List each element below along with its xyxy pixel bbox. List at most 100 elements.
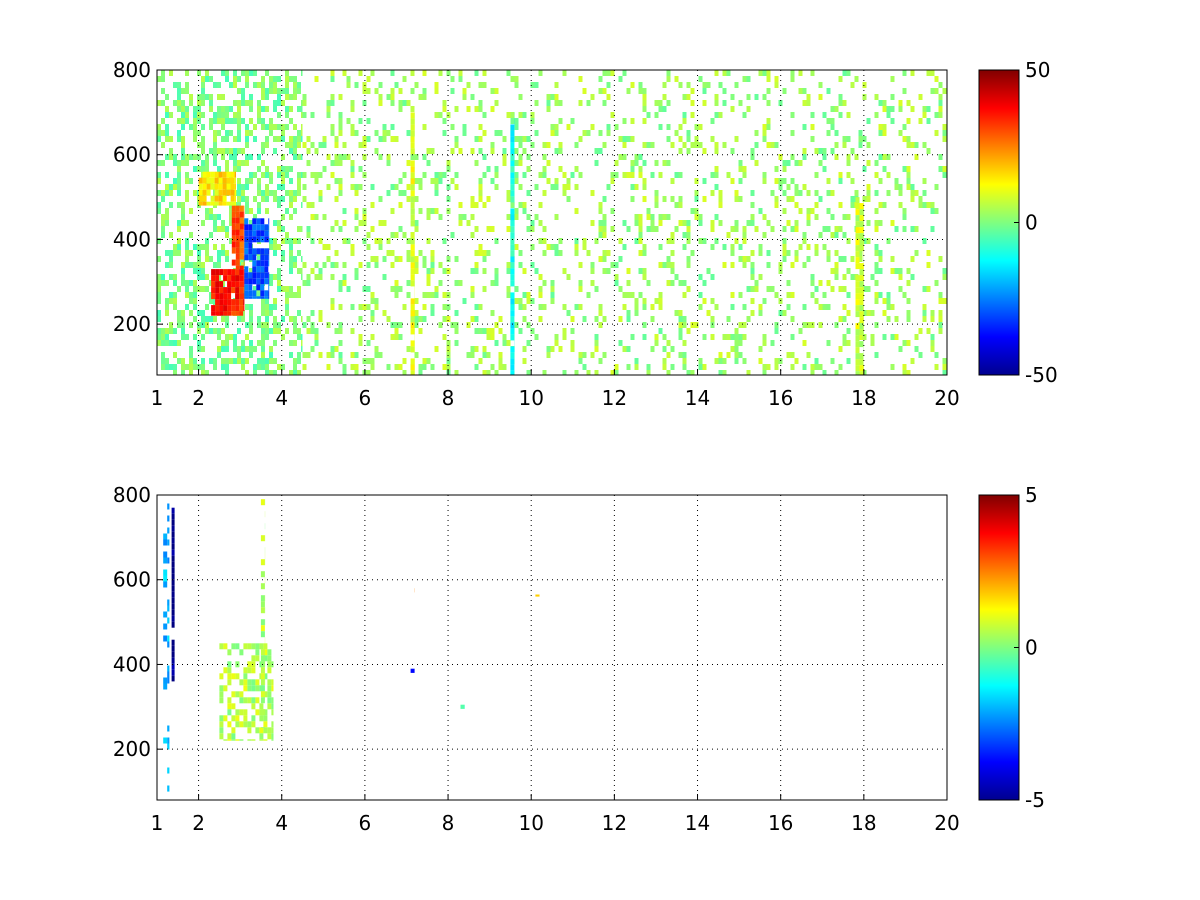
heatmap-cell [277, 226, 281, 232]
heatmap-cell [942, 364, 947, 370]
heatmap-cell [878, 256, 883, 262]
x-tick-label: 1 [151, 811, 164, 835]
heatmap-cell [277, 172, 281, 178]
heatmap-cell [189, 280, 193, 286]
heatmap-cell [301, 154, 303, 160]
heatmap-cell [550, 130, 555, 136]
heatmap-cell [239, 281, 244, 288]
heatmap-cell [855, 353, 860, 360]
heatmap-cell [710, 220, 715, 226]
x-tick-label: 14 [685, 386, 710, 410]
heatmap-cell [486, 250, 491, 256]
heatmap-cell [662, 196, 667, 202]
heatmap-cell [205, 208, 209, 214]
heatmap-cell [518, 94, 523, 100]
heatmap-cell [350, 172, 355, 178]
heatmap-cell [618, 286, 623, 292]
heatmap-cell [762, 136, 767, 142]
heatmap-cell [906, 142, 911, 148]
heatmap-cell [234, 171, 236, 178]
heatmap-cell [774, 292, 779, 298]
heatmap-cell [586, 100, 591, 106]
heatmap-cell [682, 118, 687, 124]
heatmap-cell [225, 70, 229, 76]
heatmap-cell [235, 293, 240, 300]
heatmap-cell [249, 268, 253, 274]
heatmap-cell [273, 76, 277, 82]
heatmap-cell [209, 124, 213, 130]
heatmap-cell [766, 88, 771, 94]
heatmap-cell [510, 310, 515, 317]
heatmap-cell [886, 298, 891, 304]
heatmap-cell [230, 201, 235, 206]
heatmap-cell [938, 106, 943, 112]
heatmap-cell [244, 230, 249, 237]
heatmap-cell [330, 346, 335, 352]
heatmap-cell [205, 328, 209, 334]
heatmap-cell [474, 250, 479, 256]
heatmap-cell [538, 220, 543, 226]
heatmap-cell [231, 703, 236, 710]
heatmap-cell [482, 250, 487, 256]
heatmap-cell [350, 124, 355, 130]
heatmap-cell [263, 643, 268, 650]
heatmap-cell [934, 88, 939, 94]
heatmap-cell [253, 124, 257, 130]
heatmap-cell [514, 148, 519, 154]
heatmap-cell [490, 226, 495, 232]
heatmap-cell [374, 238, 379, 244]
heatmap-cell [257, 178, 261, 184]
top-axes-box [156, 69, 948, 376]
heatmap-cell [306, 148, 311, 154]
heatmap-cell [662, 82, 667, 88]
heatmap-cell [244, 236, 249, 243]
heatmap-cell [746, 286, 751, 292]
heatmap-cell [490, 178, 495, 184]
heatmap-cell [758, 274, 763, 280]
heatmap-cell [414, 226, 419, 232]
heatmap-cell [438, 322, 443, 328]
heatmap-cell [177, 250, 181, 256]
heatmap-cell [293, 124, 297, 130]
heatmap-cell [255, 709, 260, 716]
heatmap-cell [177, 130, 181, 136]
colorbar-tick-label: 0 [1025, 636, 1038, 660]
y-tick-label: 800 [113, 483, 151, 507]
heatmap-cell [634, 364, 639, 370]
heatmap-cell [350, 130, 355, 136]
heatmap-cell [662, 160, 667, 166]
heatmap-cell [494, 280, 499, 286]
heatmap-cell [297, 250, 301, 256]
heatmap-cell [366, 370, 371, 375]
heatmap-cell [410, 328, 415, 335]
heatmap-cell [185, 286, 189, 292]
heatmap-cell [522, 268, 527, 274]
heatmap-cell [227, 697, 232, 704]
heatmap-cell [630, 118, 635, 124]
heatmap-cell [855, 299, 860, 306]
heatmap-cell [181, 106, 185, 112]
heatmap-cell [251, 739, 256, 741]
heatmap-cell [410, 220, 415, 227]
heatmap-cell [930, 202, 935, 208]
heatmap-cell [678, 82, 683, 88]
heatmap-cell [225, 160, 229, 166]
heatmap-cell [185, 88, 189, 94]
heatmap-cell [494, 274, 499, 280]
heatmap-cell [374, 346, 379, 352]
heatmap-cell [378, 154, 383, 160]
heatmap-cell [201, 160, 205, 166]
heatmap-cell [470, 214, 475, 220]
heatmap-cell [390, 124, 395, 130]
heatmap-cell [205, 316, 209, 322]
heatmap-cell [201, 124, 205, 130]
heatmap-cell [269, 280, 273, 286]
heatmap-cell [682, 352, 687, 358]
heatmap-cell [374, 304, 379, 310]
heatmap-cell [678, 316, 683, 322]
heatmap-cell [181, 316, 185, 322]
heatmap-cell [554, 100, 559, 106]
heatmap-cell [914, 250, 919, 256]
heatmap-cell [510, 166, 515, 173]
heatmap-cell [498, 358, 503, 364]
